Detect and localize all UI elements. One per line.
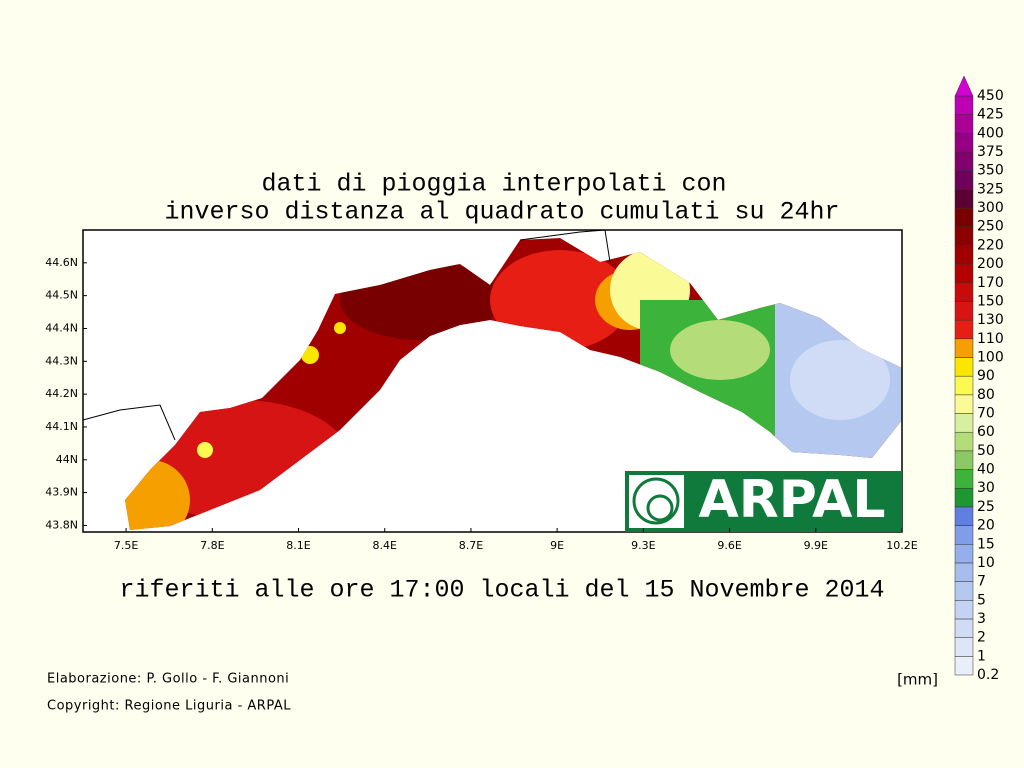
legend-label: 200 <box>977 256 1004 272</box>
border <box>82 404 176 441</box>
legend-label: 300 <box>977 200 1004 216</box>
legend-box <box>954 245 974 265</box>
legend-label: 350 <box>977 163 1004 179</box>
lon-label: 10.2E <box>886 539 917 552</box>
legend-label: 70 <box>977 406 995 422</box>
legend-box <box>954 394 974 414</box>
legend-box <box>954 450 974 470</box>
map-frame <box>82 229 903 533</box>
legend-label: 20 <box>977 518 995 534</box>
legend-label: 80 <box>977 387 995 403</box>
subtitle: riferiti alle ore 17:00 locali del 15 No… <box>119 576 884 605</box>
lon-label: 8.7E <box>459 539 483 552</box>
lon-label: 9.3E <box>631 539 655 552</box>
lat-label: 44.1N <box>45 420 78 433</box>
legend-label: 325 <box>977 181 1004 197</box>
legend-box <box>954 114 974 134</box>
legend-label: 5 <box>977 592 986 608</box>
legend-box <box>954 525 974 545</box>
legend-box <box>954 600 974 620</box>
legend-label: 30 <box>977 480 995 496</box>
legend-label: 150 <box>977 293 1004 309</box>
legend-box <box>954 319 974 340</box>
legend-label: 50 <box>977 443 995 459</box>
legend-box <box>954 562 974 582</box>
legend-label: 130 <box>977 312 1004 328</box>
logo-ring <box>646 494 674 522</box>
legend-box <box>954 506 974 526</box>
logo: ARPAL <box>625 470 902 532</box>
legend-label: 3 <box>977 611 986 627</box>
legend-box <box>954 170 974 190</box>
legend-box <box>954 544 974 564</box>
legend-box <box>954 95 974 115</box>
credit: Copyright: Regione Liguria - ARPAL <box>47 699 291 714</box>
lon-label: 8.1E <box>286 539 310 552</box>
legend-arrow <box>954 75 974 97</box>
legend-label: 10 <box>977 555 995 571</box>
credit: Elaborazione: P. Gollo - F. Giannoni <box>47 672 289 687</box>
legend-box <box>954 338 974 358</box>
legend-box <box>954 469 974 489</box>
legend-label: 2 <box>977 630 986 646</box>
lon-label: 9.9E <box>804 539 828 552</box>
legend-label: 220 <box>977 237 1004 253</box>
legend-box <box>954 226 974 246</box>
lon-label: 9E <box>550 539 564 552</box>
legend-label: 170 <box>977 275 1004 291</box>
lat-label: 44N <box>56 453 78 466</box>
legend-box <box>954 581 974 601</box>
legend-label: 15 <box>977 536 995 552</box>
legend-label: 425 <box>977 107 1004 123</box>
title-line: inverso distanza al quadrato cumulati su… <box>164 198 839 227</box>
legend-box <box>954 301 974 321</box>
legend-label: 7 <box>977 574 986 590</box>
legend-box <box>954 431 974 452</box>
border <box>519 229 611 263</box>
lat-label: 44.3N <box>45 354 78 367</box>
legend-label: 100 <box>977 349 1004 365</box>
legend-box <box>954 375 974 396</box>
legend-label: 25 <box>977 499 995 515</box>
lon-label: 7.5E <box>114 539 138 552</box>
legend-label: 400 <box>977 125 1004 141</box>
legend-box <box>954 487 974 508</box>
lat-label: 44.4N <box>45 321 78 334</box>
lat-label: 44.5N <box>45 289 78 302</box>
lon-label: 9.6E <box>717 539 741 552</box>
legend-label: 90 <box>977 368 995 384</box>
legend-label: 1 <box>977 648 986 664</box>
legend-label: 40 <box>977 462 995 478</box>
unit: [mm] <box>897 671 938 689</box>
legend-label: 250 <box>977 219 1004 235</box>
legend-box <box>954 357 974 377</box>
logo-text: ARPAL <box>698 470 885 530</box>
lon-label: 7.8E <box>200 539 224 552</box>
legend-label: 60 <box>977 424 995 440</box>
legend-box <box>954 413 974 433</box>
legend-box <box>954 151 974 171</box>
legend-box <box>954 282 974 302</box>
legend-box <box>954 618 974 638</box>
lat-label: 44.6N <box>45 256 78 269</box>
legend-label: 450 <box>977 88 1004 104</box>
lon-label: 8.4E <box>373 539 397 552</box>
legend-box <box>954 656 974 676</box>
lat-label: 43.8N <box>45 518 78 531</box>
lat-label: 43.9N <box>45 486 78 499</box>
legend-label: 0.2 <box>977 667 999 683</box>
legend-box <box>954 133 974 153</box>
logo-ring <box>632 477 680 525</box>
legend-label: 375 <box>977 144 1004 160</box>
legend-box <box>954 263 974 284</box>
legend-label: 110 <box>977 331 1004 347</box>
title-line: dati di pioggia interpolati con <box>261 170 726 199</box>
legend-box <box>954 207 974 227</box>
legend-box <box>954 637 974 657</box>
lat-label: 44.2N <box>45 387 78 400</box>
legend-box <box>954 189 974 209</box>
